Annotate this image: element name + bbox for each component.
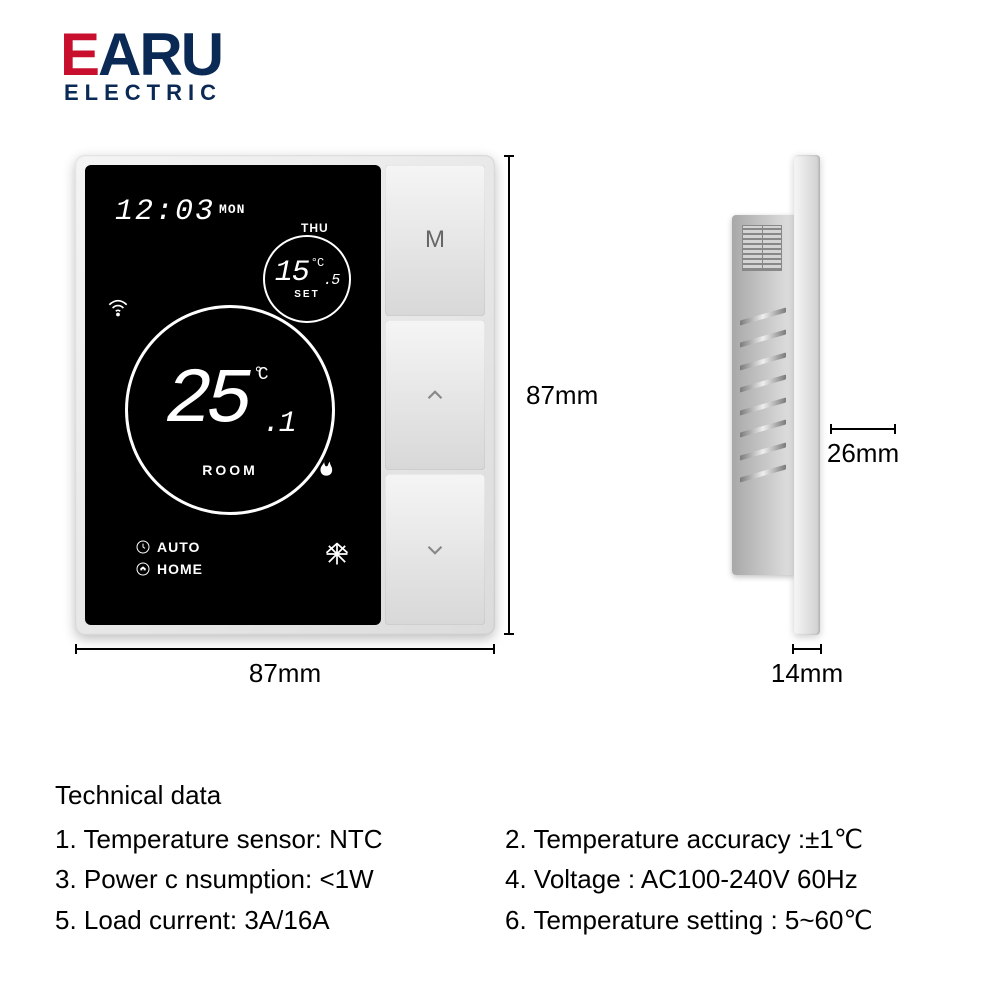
clock: 12:03 MON bbox=[115, 195, 245, 229]
set-temp-unit: °C bbox=[311, 256, 323, 270]
tech-grid: 1. Temperature sensor: NTC 2. Temperatur… bbox=[55, 819, 945, 940]
clock-time: 12:03 bbox=[115, 195, 215, 229]
technical-data: Technical data 1. Temperature sensor: NT… bbox=[55, 775, 945, 940]
mode-home: HOME bbox=[135, 561, 203, 577]
dim-side-depth-label: 26mm bbox=[827, 438, 899, 469]
down-button[interactable] bbox=[385, 474, 485, 625]
modes: AUTO HOME bbox=[135, 539, 203, 577]
tech-item-5: 5. Load current: 3A/16A bbox=[55, 900, 485, 940]
device-side bbox=[730, 155, 820, 635]
side-plate bbox=[794, 155, 820, 635]
terminals bbox=[742, 225, 782, 271]
dim-side-plate-label: 14mm bbox=[771, 658, 843, 689]
vent-slots bbox=[740, 305, 786, 485]
logo-main: EARU bbox=[60, 28, 222, 82]
device-screen: 12:03MON THU 15°C.5 SET 25°C.1 ROOM AUTO bbox=[85, 165, 381, 625]
mode-home-label: HOME bbox=[157, 561, 203, 577]
day-thu: THU bbox=[301, 221, 329, 235]
room-temp-unit: °C bbox=[253, 365, 263, 385]
side-body bbox=[732, 215, 794, 575]
logo-rest: ARU bbox=[98, 21, 222, 88]
chevron-up-icon bbox=[422, 382, 448, 408]
tech-item-1: 1. Temperature sensor: NTC bbox=[55, 819, 485, 859]
clock-icon bbox=[135, 539, 151, 555]
set-label: SET bbox=[294, 289, 319, 300]
mode-button[interactable]: M bbox=[385, 165, 485, 316]
room-temp-dec: .1 bbox=[263, 407, 295, 441]
room-temp: 25°C.1 bbox=[165, 368, 294, 436]
logo-sub: ELECTRIC bbox=[64, 80, 222, 106]
set-temp: 15°C.5 bbox=[275, 259, 339, 287]
set-temp-int: 15 bbox=[275, 256, 309, 290]
dim-front-height-label: 87mm bbox=[526, 380, 598, 411]
set-temp-dec: .5 bbox=[323, 272, 339, 289]
tech-item-6: 6. Temperature setting : 5~60℃ bbox=[505, 900, 945, 940]
home-icon bbox=[135, 561, 151, 577]
mode-button-label: M bbox=[425, 226, 445, 254]
room-temp-circle: 25°C.1 ROOM bbox=[125, 305, 335, 515]
tech-item-4: 4. Voltage : AC100-240V 60Hz bbox=[505, 859, 945, 899]
clock-day: MON bbox=[219, 202, 245, 217]
dim-side-plate: 14mm bbox=[792, 648, 822, 650]
mode-auto-label: AUTO bbox=[157, 539, 200, 555]
mode-auto: AUTO bbox=[135, 539, 203, 555]
frost-icon bbox=[323, 540, 351, 573]
tech-item-2: 2. Temperature accuracy :±1℃ bbox=[505, 819, 945, 859]
logo-e: E bbox=[60, 21, 98, 88]
wifi-icon bbox=[105, 295, 131, 326]
tech-title: Technical data bbox=[55, 775, 945, 815]
set-temp-circle: 15°C.5 SET bbox=[263, 235, 351, 323]
button-column: M bbox=[385, 165, 485, 625]
tech-item-3: 3. Power c nsumption: <1W bbox=[55, 859, 485, 899]
brand-logo: EARU ELECTRIC bbox=[60, 28, 222, 106]
dim-side-depth: 26mm bbox=[830, 428, 896, 430]
device-front: 12:03MON THU 15°C.5 SET 25°C.1 ROOM AUTO bbox=[75, 155, 495, 635]
chevron-down-icon bbox=[422, 537, 448, 563]
dim-front-height-label-wrap: 87mm bbox=[526, 380, 598, 411]
up-button[interactable] bbox=[385, 320, 485, 471]
room-temp-int: 25 bbox=[165, 357, 247, 445]
dim-front-width-label: 87mm bbox=[249, 658, 321, 689]
dim-front-height bbox=[508, 155, 510, 635]
dim-front-width: 87mm bbox=[75, 648, 495, 650]
flame-icon bbox=[310, 457, 338, 490]
room-label: ROOM bbox=[202, 462, 258, 478]
